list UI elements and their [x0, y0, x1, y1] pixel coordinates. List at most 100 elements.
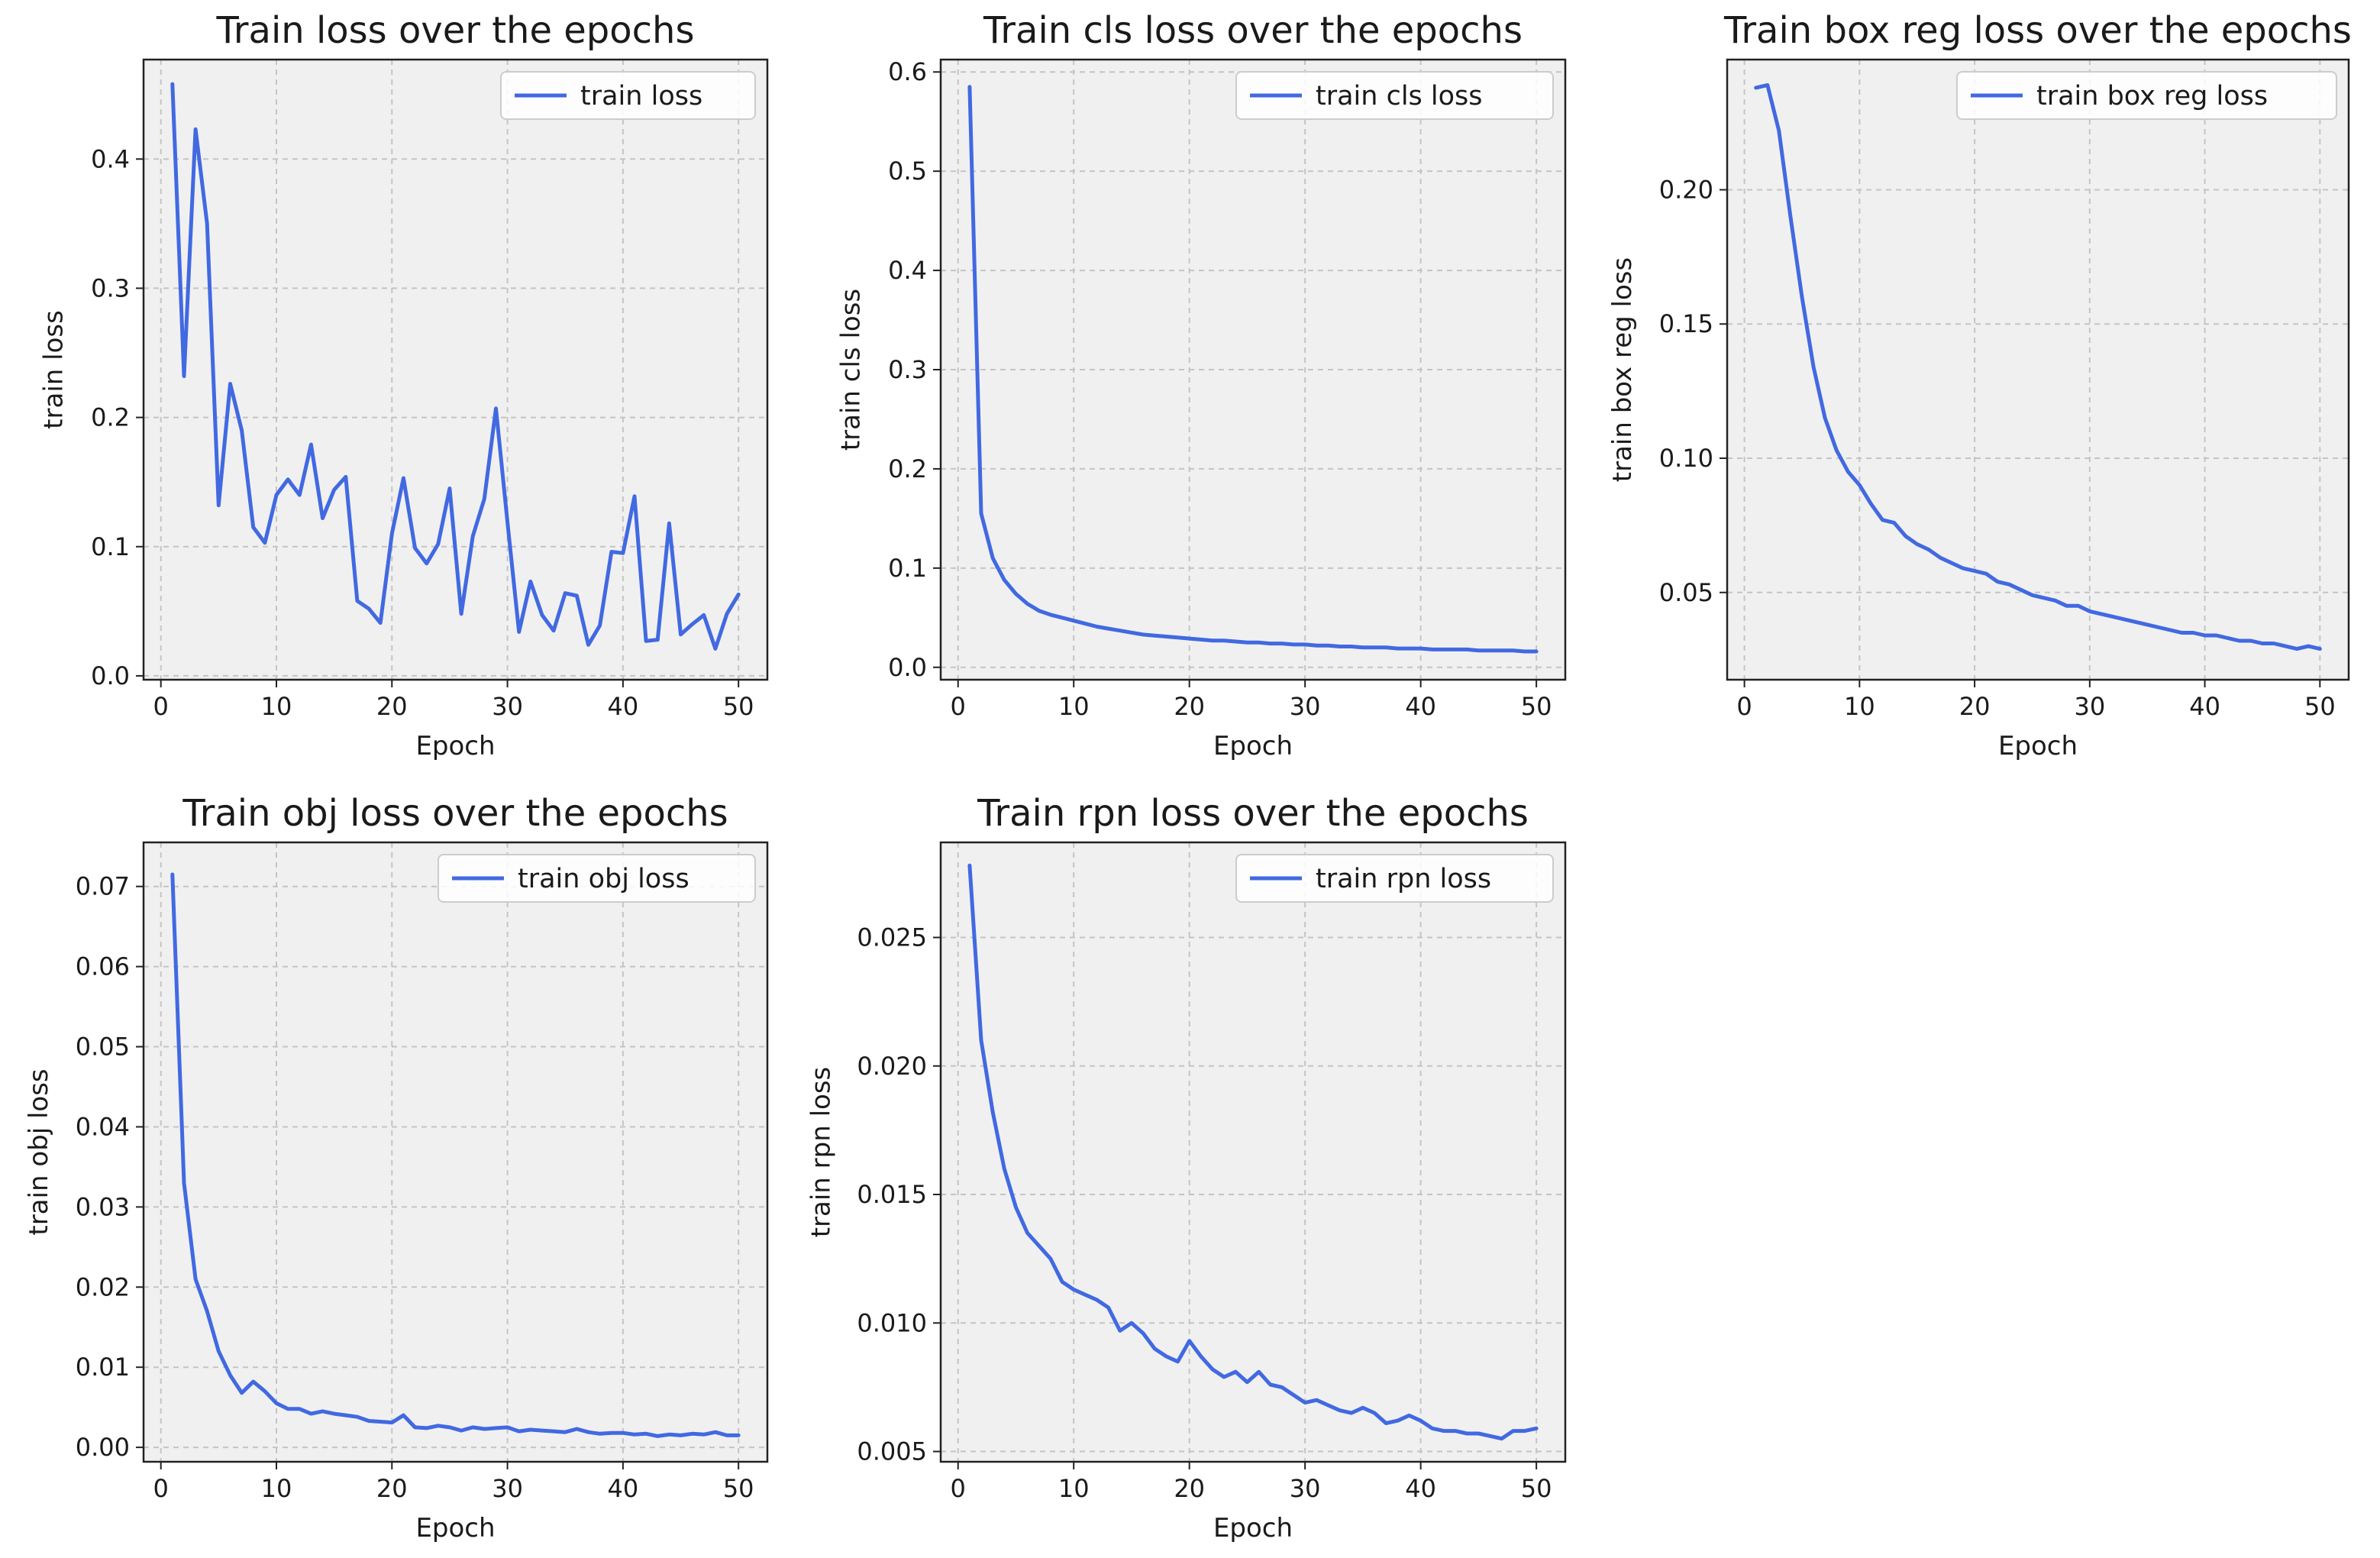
y-tick-label: 0.015: [857, 1180, 927, 1209]
x-tick-label: 50: [2304, 692, 2336, 721]
y-axis-label: train loss: [39, 310, 69, 429]
y-tick-label: 0.01: [76, 1353, 130, 1382]
legend: train obj loss: [438, 854, 756, 903]
y-tick-label: 0.05: [76, 1033, 130, 1062]
x-tick-label: 10: [1058, 692, 1090, 721]
x-tick-label: 0: [153, 692, 169, 721]
y-tick-label: 0.0: [888, 653, 927, 682]
y-tick-label: 0.10: [1659, 444, 1713, 473]
legend-label: train rpn loss: [1316, 864, 1491, 894]
x-tick-label: 20: [1174, 1474, 1205, 1503]
y-tick-label: 0.2: [888, 454, 927, 483]
x-axis-label: Epoch: [415, 731, 495, 761]
x-tick-label: 30: [1290, 1474, 1321, 1503]
chart-title: Train loss over the epochs: [216, 9, 695, 52]
x-tick-label: 10: [261, 692, 292, 721]
x-tick-label: 10: [261, 1474, 292, 1503]
legend-box: [438, 854, 756, 903]
x-tick-label: 20: [1959, 692, 1991, 721]
x-tick-label: 30: [492, 692, 523, 721]
y-tick-label: 0.03: [76, 1192, 130, 1221]
y-tick-label: 0.4: [91, 144, 130, 173]
x-tick-label: 10: [1058, 1474, 1090, 1503]
x-tick-label: 50: [723, 1474, 754, 1503]
legend-label: train obj loss: [518, 864, 689, 894]
y-tick-label: 0.1: [888, 554, 927, 583]
x-tick-label: 20: [376, 1474, 408, 1503]
x-tick-label: 30: [1290, 692, 1321, 721]
y-tick-label: 0.5: [888, 157, 927, 186]
y-tick-label: 0.4: [888, 256, 927, 285]
chart-title: Train box reg loss over the epochs: [1723, 9, 2352, 52]
axes-frame: [939, 841, 1567, 1463]
plot-area: [144, 60, 767, 680]
legend-label: train box reg loss: [2036, 81, 2268, 112]
y-tick-label: 0.6: [888, 57, 927, 86]
chart-panel-3: 0 10 20 30 40 50 0.05 0.10 0.15 0.20 Train box reg…: [1607, 9, 2352, 761]
x-tick-label: 40: [1405, 1474, 1436, 1503]
y-tick-label: 0.3: [91, 273, 130, 302]
x-tick-label: 20: [376, 692, 408, 721]
legend-box: [500, 71, 756, 120]
y-tick-label: 0.020: [857, 1052, 927, 1081]
x-axis-label: Epoch: [415, 1513, 495, 1543]
y-tick-label: 0.005: [857, 1437, 927, 1466]
chart-panel-5: 0 10 20 30 40 50 0.005 0.010 0.015 0.020 0.025 Trai…: [806, 792, 1567, 1543]
y-tick-label: 0.025: [857, 923, 927, 952]
x-tick-label: 40: [2189, 692, 2220, 721]
x-axis-label: Epoch: [1213, 1513, 1293, 1543]
y-axis-label: train rpn loss: [806, 1067, 837, 1238]
legend: train cls loss: [1235, 71, 1554, 120]
x-tick-label: 50: [1521, 692, 1552, 721]
x-tick-label: 0: [1736, 692, 1752, 721]
y-tick-label: 0.00: [76, 1433, 130, 1462]
x-tick-label: 50: [1521, 1474, 1552, 1503]
y-tick-label: 0.010: [857, 1308, 927, 1337]
plot-area: [144, 842, 767, 1462]
y-tick-label: 0.20: [1659, 175, 1713, 204]
chart-panel-2: 0 10 20 30 40 50 0.0 0.1 0.2 0.3 0.4 0.5 0.6 Train cl…: [836, 9, 1567, 761]
chart-panel-4: 0 10 20 30 40 50 0.00 0.01 0.02 0.03 0.04 0.05 0.06 0…: [24, 792, 769, 1543]
axes-frame: [1726, 58, 2350, 681]
x-tick-label: 50: [723, 692, 754, 721]
x-tick-label: 0: [153, 1474, 169, 1503]
y-axis-label: train box reg loss: [1607, 257, 1638, 482]
plot-area: [1727, 60, 2349, 680]
y-tick-label: 0.07: [76, 872, 130, 901]
legend-box: [1235, 854, 1554, 903]
legend: train box reg loss: [1956, 71, 2337, 120]
y-axis-label: train obj loss: [24, 1068, 54, 1235]
chart-title: Train cls loss over the epochs: [983, 9, 1523, 52]
series-line: [1754, 82, 2322, 651]
y-tick-label: 0.06: [76, 952, 130, 981]
x-tick-label: 40: [608, 1474, 639, 1503]
y-tick-label: 0.1: [91, 532, 130, 561]
y-tick-label: 0.05: [1659, 578, 1713, 607]
plot-area: [941, 842, 1565, 1462]
series-line: [170, 82, 741, 651]
x-tick-label: 30: [492, 1474, 523, 1503]
x-axis-label: Epoch: [1213, 731, 1293, 761]
y-tick-label: 0.3: [888, 355, 927, 384]
y-axis-label: train cls loss: [836, 289, 867, 451]
x-tick-label: 40: [608, 692, 639, 721]
axes-frame: [142, 58, 769, 681]
axes-frame: [142, 841, 769, 1463]
legend-label: train cls loss: [1316, 81, 1483, 112]
legend: train loss: [500, 71, 756, 120]
chart-title: Train obj loss over the epochs: [182, 792, 728, 835]
series-line: [967, 863, 1539, 1441]
y-tick-label: 0.02: [76, 1272, 130, 1301]
y-tick-label: 0.0: [91, 661, 130, 690]
chart-title: Train rpn loss over the epochs: [977, 792, 1529, 835]
series-line: [170, 872, 741, 1438]
x-tick-label: 20: [1174, 692, 1205, 721]
legend: train rpn loss: [1235, 854, 1554, 903]
x-tick-label: 0: [951, 1474, 966, 1503]
x-tick-label: 0: [951, 692, 966, 721]
x-tick-label: 30: [2074, 692, 2105, 721]
legend-box: [1235, 71, 1554, 120]
series-line: [967, 85, 1539, 654]
y-tick-label: 0.2: [91, 403, 130, 432]
